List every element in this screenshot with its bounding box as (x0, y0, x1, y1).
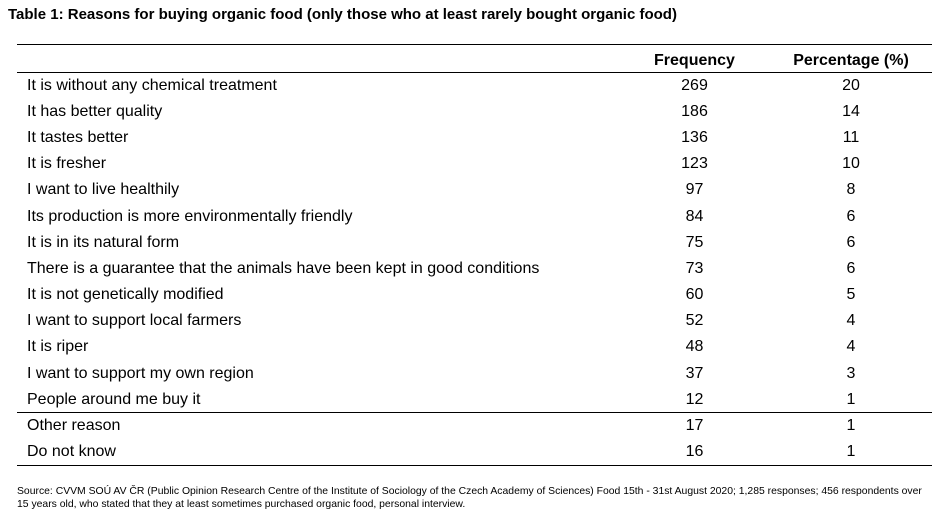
reason-cell: It tastes better (27, 128, 129, 146)
frequency-cell: 186 (681, 102, 708, 120)
reason-cell: I want to support local farmers (27, 312, 242, 330)
percentage-cell: 6 (846, 207, 856, 225)
frequency-cell: 75 (685, 233, 704, 251)
table-title: Table 1: Reasons for buying organic food… (8, 6, 677, 23)
percentage-cell: 6 (846, 233, 856, 251)
reason-cell: It has better quality (27, 102, 163, 120)
frequency-column-header: Frequency (619, 44, 770, 73)
reason-column-header (17, 44, 619, 73)
frequency-cell: 37 (685, 364, 704, 382)
percentage-cell: 4 (846, 338, 856, 356)
percentage-cell: 11 (842, 128, 860, 146)
reason-cell: I want to live healthily (27, 181, 180, 199)
reason-cell: I want to support my own region (27, 364, 254, 382)
frequency-cell: 84 (685, 207, 704, 225)
table-row: I want to support local farmers 52 4 (17, 308, 932, 334)
reasons-table: Frequency Percentage (%) It is without a… (17, 44, 932, 466)
percentage-cell: 8 (846, 181, 856, 199)
reason-cell: It is without any chemical treatment (27, 76, 277, 94)
percentage-cell: 1 (770, 439, 932, 466)
percentage-cell: 3 (846, 364, 856, 382)
reason-cell: Do not know (17, 439, 619, 466)
table-row: It is riper 48 4 (17, 334, 932, 360)
reason-cell: It is fresher (27, 155, 107, 173)
percentage-cell: 4 (846, 312, 856, 330)
frequency-cell: 12 (685, 390, 704, 408)
frequency-cell: 60 (685, 286, 704, 304)
frequency-cell: 48 (685, 338, 704, 356)
percentage-cell: 14 (842, 102, 860, 120)
source-note: Source: CVVM SOÚ AV ČR (Public Opinion R… (17, 486, 922, 510)
table-body: It is without any chemical treatment 269… (17, 73, 932, 466)
frequency-cell: 123 (681, 155, 708, 173)
reason-cell: Other reason (17, 412, 619, 440)
table-row: It is in its natural form 75 6 (17, 230, 932, 256)
frequency-cell: 269 (681, 76, 708, 94)
table-row: It is fresher 123 10 (17, 151, 932, 177)
percentage-cell: 1 (770, 412, 932, 440)
reason-cell: It is riper (27, 338, 89, 356)
table-row: It has better quality 186 14 (17, 99, 932, 125)
frequency-cell: 136 (681, 128, 708, 146)
frequency-cell: 17 (619, 412, 770, 440)
percentage-cell: 10 (842, 155, 860, 173)
table-row: There is a guarantee that the animals ha… (17, 256, 932, 282)
frequency-cell: 97 (685, 181, 704, 199)
table-row: Other reason 17 1 (17, 412, 932, 440)
frequency-cell: 73 (685, 259, 704, 277)
reason-cell: It is not genetically modified (27, 286, 224, 304)
reason-cell: It is in its natural form (27, 233, 180, 251)
percentage-cell: 1 (846, 390, 856, 408)
percentage-cell: 6 (846, 259, 856, 277)
percentage-cell: 5 (846, 286, 856, 304)
table-row: People around me buy it 12 1 (17, 387, 932, 413)
percentage-cell: 20 (842, 76, 860, 94)
table-row: It is without any chemical treatment 269… (17, 73, 932, 99)
frequency-cell: 16 (619, 439, 770, 466)
table-row: I want to support my own region 37 3 (17, 361, 932, 387)
percentage-column-header: Percentage (%) (770, 44, 932, 73)
reason-cell: Its production is more environmentally f… (27, 207, 353, 225)
table-row: Do not know 16 1 (17, 439, 932, 466)
table-row: It is not genetically modified 60 5 (17, 282, 932, 308)
reason-cell: There is a guarantee that the animals ha… (27, 259, 540, 277)
reasons-table-container: Frequency Percentage (%) It is without a… (17, 44, 932, 466)
table-row: It tastes better 136 11 (17, 125, 932, 151)
table-row: I want to live healthily 97 8 (17, 177, 932, 203)
table-row: Its production is more environmentally f… (17, 203, 932, 229)
table-header-row: Frequency Percentage (%) (17, 44, 932, 73)
reason-cell: People around me buy it (27, 390, 201, 408)
frequency-cell: 52 (685, 312, 704, 330)
